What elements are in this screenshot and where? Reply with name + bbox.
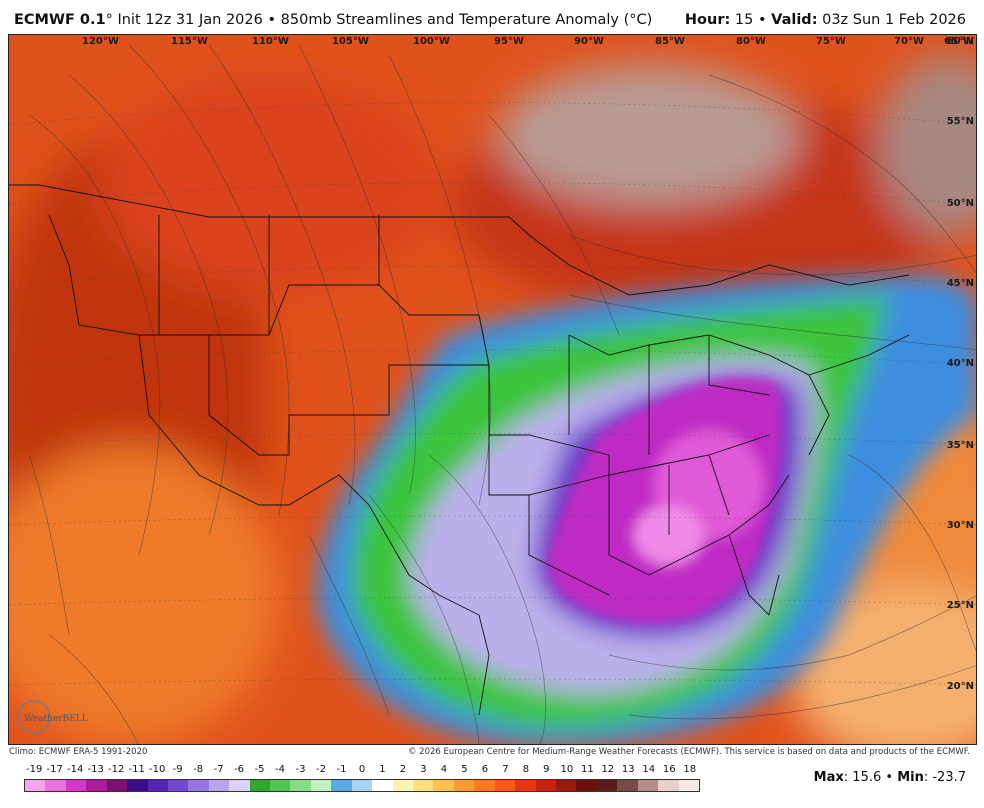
colorbar-swatch bbox=[167, 780, 189, 791]
model-name: ECMWF 0.1 bbox=[14, 12, 106, 28]
colorbar-label: 3 bbox=[420, 764, 427, 775]
colorbar-label: -17 bbox=[46, 764, 63, 775]
colorbar-swatch bbox=[535, 780, 556, 791]
colorbar-label: -7 bbox=[213, 764, 224, 775]
colorbar-swatch bbox=[106, 780, 128, 791]
hour-value: 15 bbox=[734, 12, 754, 28]
colorbar-swatch bbox=[188, 780, 209, 791]
colorbar-swatch bbox=[413, 780, 434, 791]
colorbar-swatch bbox=[678, 780, 699, 791]
colorbar-strip bbox=[24, 779, 700, 792]
colorbar-swatch bbox=[433, 780, 454, 791]
colorbar-label: 9 bbox=[543, 764, 550, 775]
valid-label: Valid bbox=[771, 12, 812, 28]
hour-label: Hour bbox=[684, 12, 725, 28]
colorbar-label: -2 bbox=[316, 764, 326, 775]
copyright-note: © 2026 European Centre for Medium-Range … bbox=[407, 747, 970, 757]
colorbar-swatch bbox=[474, 780, 495, 791]
colorbar-swatch bbox=[45, 780, 66, 791]
unit-label: C) bbox=[636, 12, 653, 28]
colorbar-swatch bbox=[65, 780, 87, 791]
colorbar-label: -5 bbox=[254, 764, 265, 775]
colorbar-label: -12 bbox=[108, 764, 125, 775]
map-canvas bbox=[9, 35, 976, 744]
anomaly-map[interactable] bbox=[8, 34, 977, 745]
colorbar-swatch bbox=[86, 780, 107, 791]
colorbar-label: 18 bbox=[683, 764, 697, 775]
climo-note: Climo: ECMWF ERA-5 1991-2020 bbox=[9, 747, 148, 757]
colorbar-label: 11 bbox=[580, 764, 594, 775]
political-borders bbox=[9, 184, 910, 716]
colorbar-label: -4 bbox=[275, 764, 286, 775]
colorbar-label: -1 bbox=[336, 764, 347, 775]
colorbar-label: -6 bbox=[234, 764, 245, 775]
colorbar-label: 5 bbox=[461, 764, 468, 775]
colorbar-label: 8 bbox=[522, 764, 530, 775]
logo-text: WeatherBELL bbox=[24, 714, 87, 724]
colorbar-label: 1 bbox=[379, 764, 386, 775]
colorbar-label: -13 bbox=[87, 764, 104, 775]
colorbar-label: -8 bbox=[193, 764, 204, 775]
colorbar-swatch bbox=[290, 780, 311, 791]
colorbar-label: 14 bbox=[642, 764, 656, 775]
colorbar-label: -11 bbox=[128, 764, 145, 775]
colorbar-swatch bbox=[208, 780, 230, 791]
colorbar-label: 12 bbox=[601, 764, 615, 775]
anomaly-colorbar: -19 -17 -14 -13 -12 -11 -10 -9 -8 -7 -6 -5 -4 -3 -2 -1 0… bbox=[24, 764, 700, 792]
colorbar-label: -14 bbox=[67, 764, 84, 775]
product-name: 850mb Streamlines and Temperature Anomal… bbox=[280, 12, 630, 28]
colorbar-label: 16 bbox=[662, 764, 676, 775]
colorbar-label: -10 bbox=[148, 764, 166, 775]
colorbar-swatch bbox=[637, 780, 659, 791]
colorbar-label: 10 bbox=[560, 764, 574, 775]
colorbar-swatch bbox=[249, 780, 271, 791]
min-label: Min bbox=[897, 770, 924, 785]
colorbar-label: 6 bbox=[481, 764, 489, 775]
colorbar-swatch bbox=[453, 780, 475, 791]
max-min-readout: Max: 15.6 • Min: -23.7 bbox=[813, 770, 966, 785]
colorbar-swatch bbox=[596, 780, 618, 791]
colorbar-label: -9 bbox=[172, 764, 183, 775]
max-label: Max bbox=[813, 770, 844, 785]
colorbar-label: -19 bbox=[26, 764, 43, 775]
colorbar-swatch bbox=[515, 780, 536, 791]
valid-time-header: Hour: 15 • Valid: 03z Sun 1 Feb 2026 bbox=[684, 12, 966, 28]
colorbar-swatch bbox=[310, 780, 332, 791]
colorbar-swatch bbox=[270, 780, 291, 791]
colorbar-swatch bbox=[372, 780, 393, 791]
colorbar-label: 2 bbox=[399, 764, 407, 775]
max-value: 15.6 bbox=[852, 770, 882, 785]
colorbar-swatch bbox=[576, 780, 597, 791]
colorbar-swatch bbox=[555, 780, 577, 791]
colorbar-label: 7 bbox=[502, 764, 509, 775]
colorbar-swatch bbox=[658, 780, 679, 791]
map-title: ECMWF 0.1° Init 12z 31 Jan 2026 • 850mb … bbox=[14, 12, 653, 28]
weatherbell-logo: WeatherBELL bbox=[16, 698, 100, 736]
colorbar-swatch bbox=[617, 780, 638, 791]
valid-value: 03z Sun 1 Feb 2026 bbox=[822, 12, 966, 28]
colorbar-label: -3 bbox=[295, 764, 306, 775]
colorbar-label: 13 bbox=[621, 764, 635, 775]
colorbar-swatch bbox=[351, 780, 373, 791]
colorbar-swatch bbox=[494, 780, 516, 791]
init-time: Init 12z 31 Jan 2026 bbox=[117, 12, 263, 28]
colorbar-swatch bbox=[392, 780, 414, 791]
colorbar-swatch bbox=[229, 780, 250, 791]
colorbar-label: 4 bbox=[440, 764, 448, 775]
colorbar-swatch bbox=[331, 780, 352, 791]
min-value: -23.7 bbox=[932, 770, 966, 785]
colorbar-swatch bbox=[147, 780, 168, 791]
colorbar-swatch bbox=[25, 780, 46, 791]
colorbar-swatch bbox=[127, 780, 148, 791]
colorbar-label: 0 bbox=[358, 764, 366, 775]
